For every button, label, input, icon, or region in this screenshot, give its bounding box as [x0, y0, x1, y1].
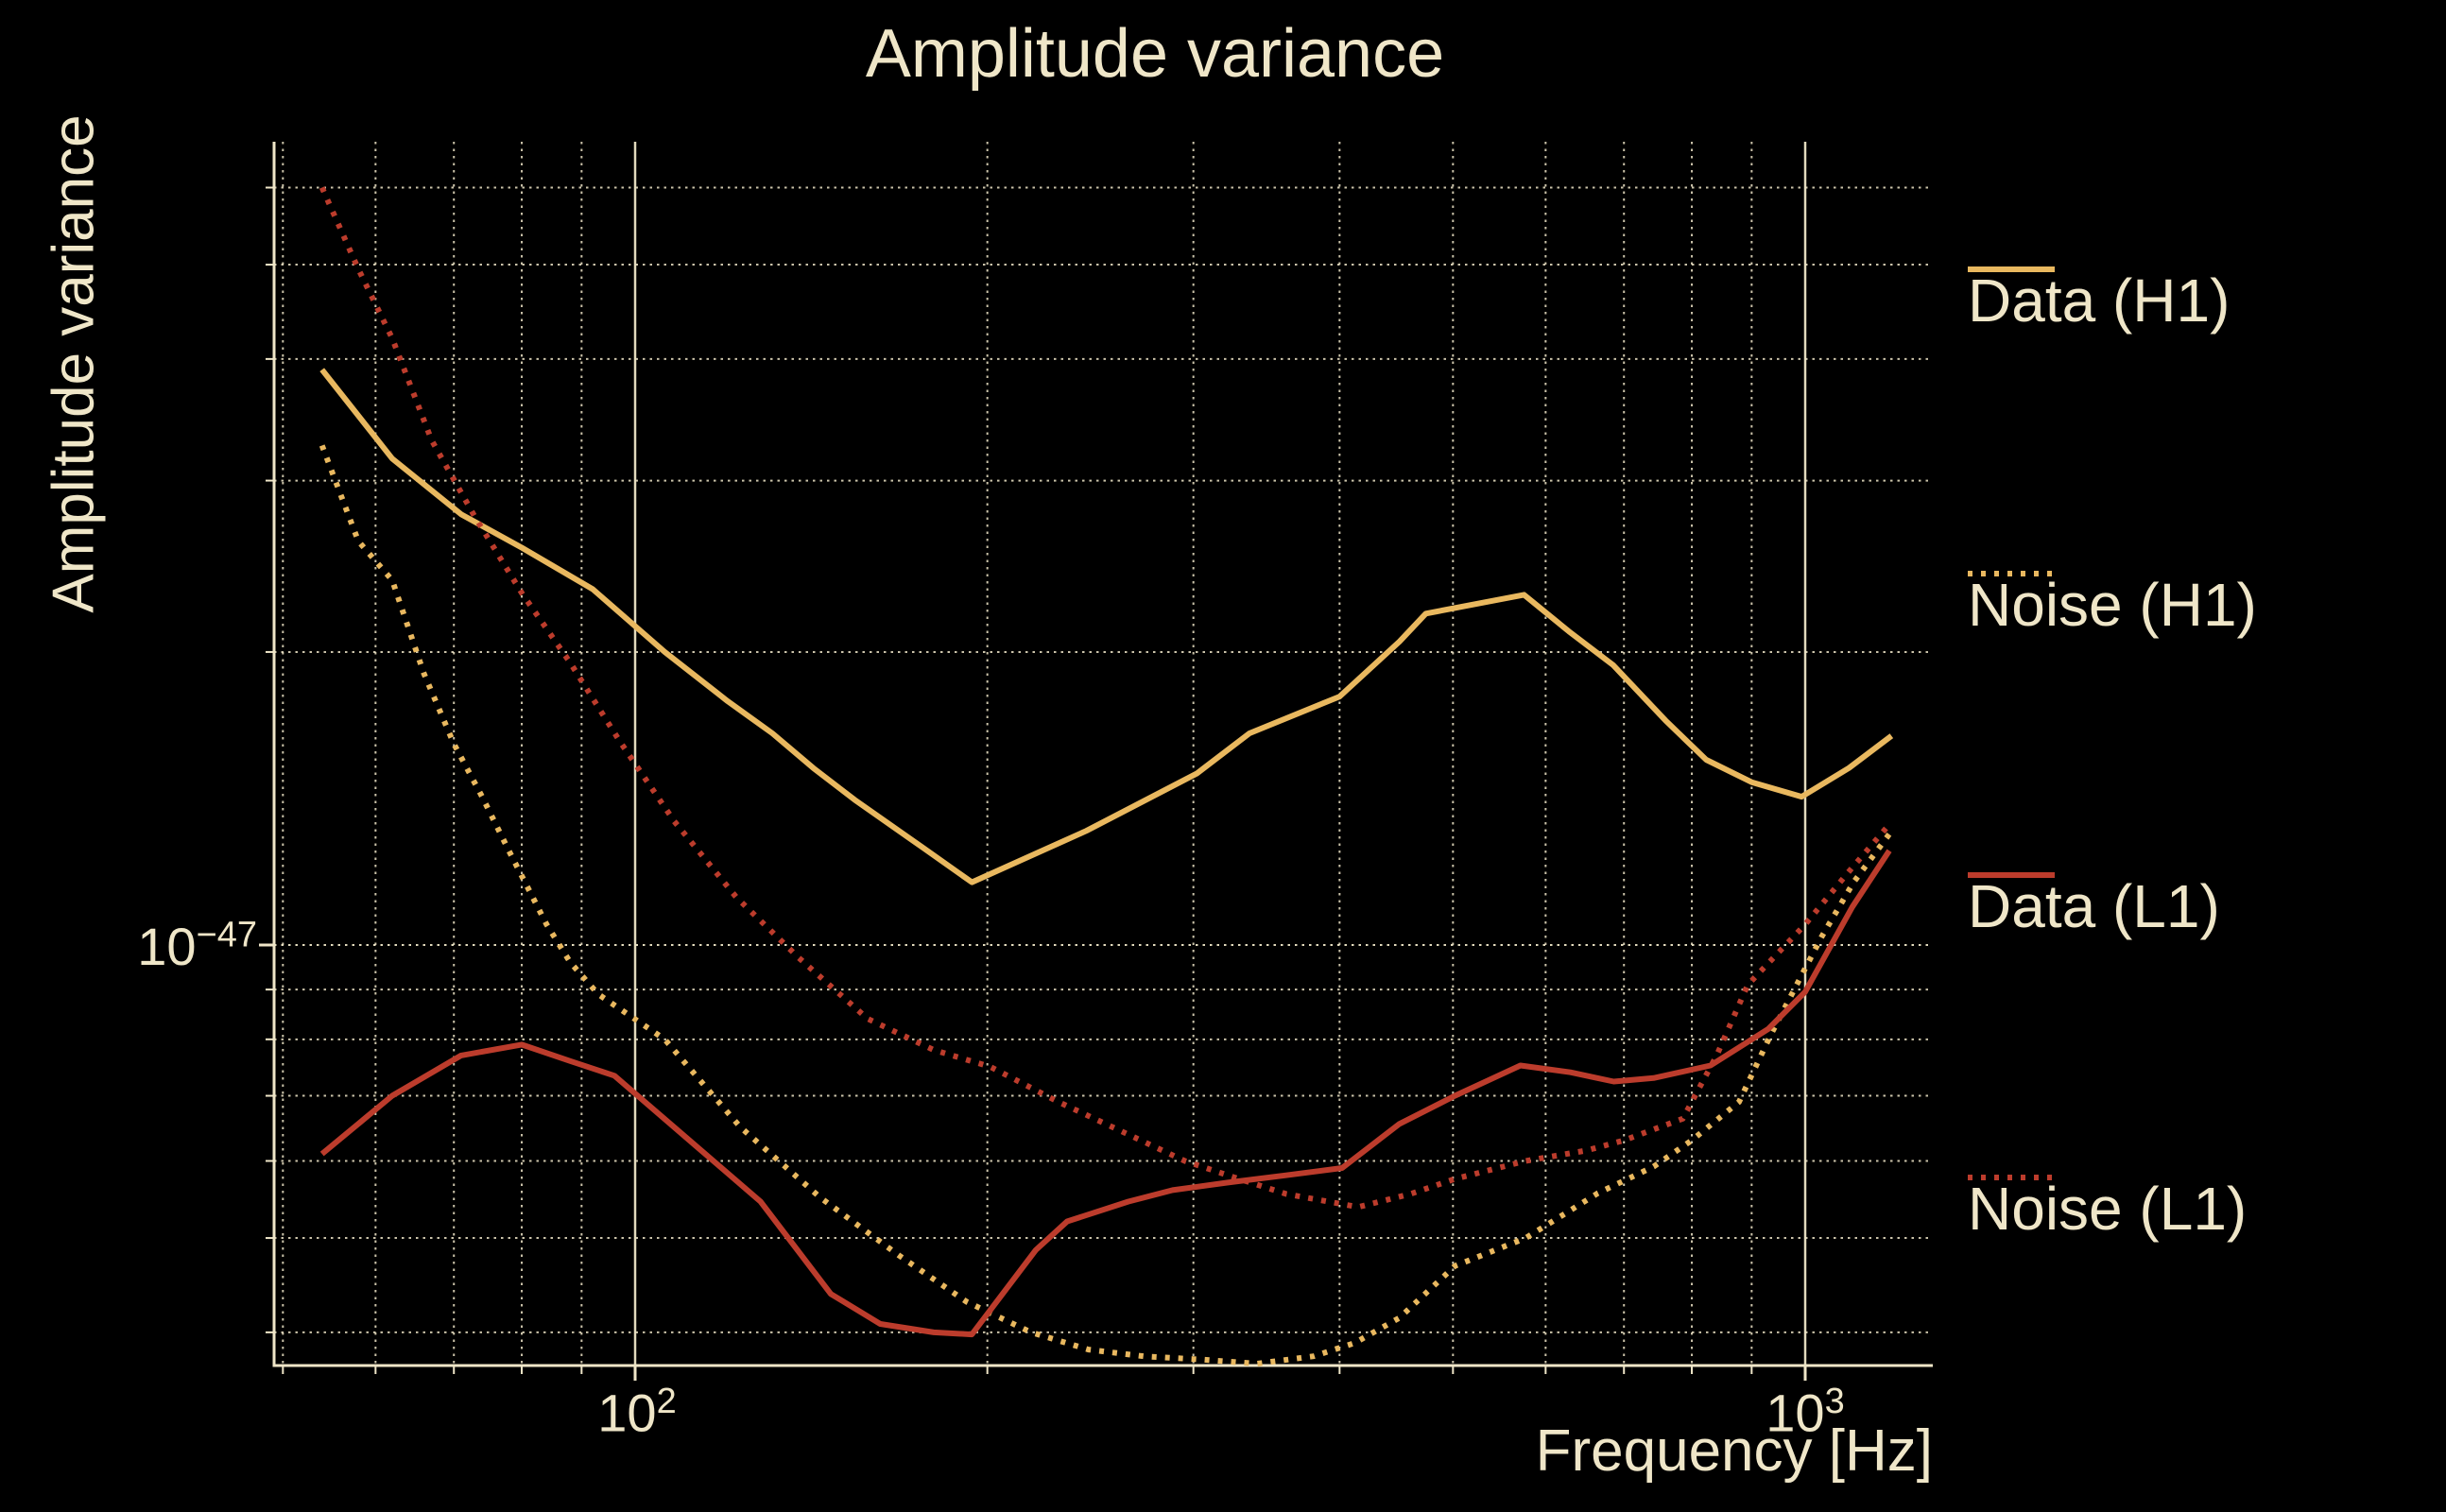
y-axis-label: Amplitude variance: [41, 114, 107, 613]
series-line-noise-h1-: [319, 444, 1892, 1366]
legend: Data (H1) Noise (H1) Data (L1) Noise (L1…: [1968, 0, 2446, 1512]
x-tick-label-1000: 103: [1766, 1382, 1845, 1443]
legend-label-noise-h1: Noise (H1): [1968, 571, 2257, 639]
legend-swatch-noise-h1: [1968, 571, 2055, 576]
legend-item-data-h1: Data (H1): [1968, 266, 2230, 335]
x-tick-label-100: 102: [597, 1382, 677, 1443]
legend-swatch-data-l1: [1968, 872, 2055, 878]
series-line-noise-l1-: [319, 186, 1892, 1211]
x-axis-label: Frequency [Hz]: [1535, 1418, 1933, 1484]
y-tick-label-1e-47: 10−47: [137, 915, 257, 977]
legend-label-data-h1: Data (H1): [1968, 266, 2231, 335]
legend-item-data-l1: Data (L1): [1968, 871, 2220, 941]
series-line-data-l1-: [319, 849, 1892, 1338]
legend-swatch-data-h1: [1968, 266, 2055, 272]
chart-title: Amplitude variance: [865, 16, 1445, 92]
series-line-data-h1-: [319, 368, 1894, 885]
legend-item-noise-h1: Noise (H1): [1968, 570, 2257, 640]
legend-label-data-l1: Data (L1): [1968, 872, 2220, 940]
legend-label-noise-l1: Noise (L1): [1968, 1175, 2248, 1243]
legend-swatch-noise-l1: [1968, 1175, 2055, 1180]
legend-item-noise-l1: Noise (L1): [1968, 1174, 2247, 1244]
